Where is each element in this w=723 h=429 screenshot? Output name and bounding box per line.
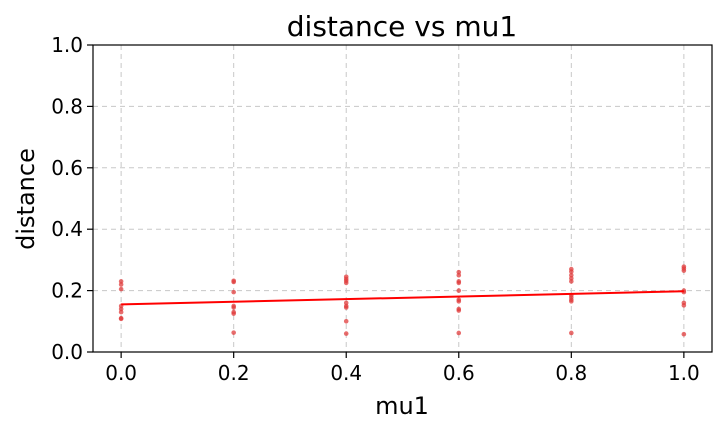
data-point (569, 279, 574, 284)
data-point (681, 303, 687, 308)
data-point (118, 282, 124, 287)
data-point (343, 331, 349, 336)
y-tick-label: 1.0 (51, 33, 83, 57)
data-point (231, 311, 236, 316)
data-point (231, 289, 236, 295)
data-point (231, 305, 236, 310)
data-point (569, 330, 574, 336)
x-tick-labels: 0.0 0.2 0.4 0.6 0.8 1.0 (105, 361, 700, 385)
grid (93, 44, 712, 353)
y-tick-label: 0.6 (51, 156, 83, 180)
data-point (343, 319, 349, 324)
data-point (681, 268, 687, 273)
y-tick-label: 0.0 (51, 340, 83, 364)
plot-frame (92, 44, 713, 353)
data-point (456, 299, 462, 304)
data-point (118, 309, 124, 315)
y-tick-label: 0.2 (51, 279, 83, 303)
axes (87, 44, 713, 358)
chart-title: distance vs mu1 (287, 10, 517, 43)
y-axis-label: distance (12, 148, 40, 250)
x-axis-label: mu1 (375, 392, 429, 420)
x-tick-label: 0.8 (555, 361, 587, 385)
data-point (343, 280, 349, 286)
x-tick-label: 1.0 (668, 361, 700, 385)
fit-line-group (121, 290, 684, 306)
x-tick-label: 0.2 (218, 361, 250, 385)
data-point (456, 272, 462, 278)
data-points (118, 264, 687, 337)
y-tick-label: 0.4 (51, 217, 83, 241)
fit-line (121, 290, 684, 306)
x-tick-label: 0.0 (105, 361, 137, 385)
data-point (569, 299, 574, 304)
data-point (231, 330, 236, 335)
x-tick-label: 0.6 (443, 361, 475, 385)
data-point (456, 308, 462, 313)
y-tick-labels: 0.0 0.2 0.4 0.6 0.8 1.0 (51, 33, 83, 364)
data-point (456, 330, 462, 336)
data-point (231, 279, 236, 285)
data-point (456, 288, 462, 293)
data-point (681, 331, 687, 337)
data-point (569, 269, 574, 274)
data-point (118, 286, 124, 292)
data-point (118, 316, 124, 322)
x-tick-label: 0.4 (330, 361, 362, 385)
y-tick-label: 0.8 (51, 94, 83, 118)
data-point (343, 305, 349, 310)
data-point (456, 280, 462, 286)
